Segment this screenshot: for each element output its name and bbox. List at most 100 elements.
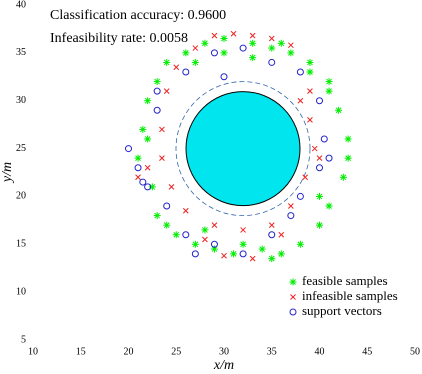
marker-stroke <box>316 155 323 161</box>
marker-stroke <box>163 202 171 210</box>
point <box>148 183 156 191</box>
point <box>268 255 276 263</box>
point <box>210 240 218 248</box>
point <box>191 240 199 248</box>
point <box>239 44 247 52</box>
marker-stroke <box>154 78 161 85</box>
point <box>278 231 285 238</box>
point <box>287 212 295 220</box>
marker-stroke <box>326 203 332 209</box>
point <box>344 135 352 143</box>
marker-stroke <box>316 222 323 228</box>
legend-label: infeasible samples <box>302 288 398 303</box>
marker-stroke <box>163 222 170 228</box>
marker-stroke <box>297 241 304 248</box>
marker-stroke <box>340 174 347 181</box>
marker-stroke <box>287 42 294 49</box>
marker-stroke <box>191 250 199 258</box>
legend-marker <box>289 308 297 316</box>
point <box>191 250 199 258</box>
x-tick-label: 10 <box>28 346 38 357</box>
marker-stroke <box>202 236 208 243</box>
marker-stroke <box>192 45 199 51</box>
point <box>182 49 190 57</box>
point <box>268 58 276 66</box>
marker-stroke <box>268 231 276 239</box>
point <box>320 135 328 143</box>
marker-stroke <box>259 246 266 252</box>
point <box>325 78 333 86</box>
point <box>144 164 151 171</box>
point <box>277 39 285 47</box>
marker-stroke <box>249 255 256 262</box>
point <box>296 68 304 76</box>
marker-stroke <box>192 241 199 248</box>
marker-stroke <box>249 54 256 61</box>
point <box>153 106 161 114</box>
point <box>211 222 218 228</box>
marker-stroke <box>296 192 304 200</box>
point <box>268 44 276 52</box>
point <box>201 39 209 47</box>
marker-stroke <box>182 68 190 76</box>
marker-stroke <box>297 97 304 104</box>
marker-stroke <box>221 50 227 56</box>
marker-stroke <box>302 174 309 181</box>
marker-stroke <box>335 107 342 114</box>
point <box>268 231 276 239</box>
point <box>339 173 347 181</box>
point <box>296 240 304 248</box>
point <box>230 30 237 37</box>
marker-stroke <box>211 32 218 39</box>
point <box>306 68 314 76</box>
marker-stroke <box>144 183 152 191</box>
marker-stroke <box>135 174 141 181</box>
x-tick-label: 45 <box>362 346 372 357</box>
point <box>249 39 257 47</box>
x-tick-label: 35 <box>267 346 277 357</box>
marker-stroke <box>287 212 295 220</box>
marker-stroke <box>221 35 227 42</box>
point <box>297 97 304 104</box>
legend-marker <box>290 294 296 300</box>
point <box>211 32 218 39</box>
marker-stroke <box>210 240 218 248</box>
point <box>296 192 304 200</box>
point <box>153 78 161 86</box>
marker-stroke <box>211 222 218 228</box>
marker-stroke <box>326 78 332 85</box>
point <box>230 250 238 258</box>
marker-stroke <box>163 88 170 94</box>
point <box>139 178 147 186</box>
point <box>239 250 247 258</box>
marker-stroke <box>307 69 313 75</box>
point <box>221 252 227 259</box>
point <box>191 58 199 66</box>
marker-stroke <box>182 231 190 239</box>
marker-stroke <box>149 184 156 190</box>
point <box>144 135 152 143</box>
point <box>302 174 309 181</box>
legend-label: feasible samples <box>302 273 388 288</box>
y-tick-label: 10 <box>16 286 26 297</box>
point <box>134 154 142 162</box>
x-tick-label: 50 <box>410 346 420 357</box>
y-axis-label: y/m <box>0 162 15 184</box>
x-tick-label: 15 <box>76 346 86 357</box>
marker-stroke <box>345 136 352 142</box>
marker-stroke <box>159 155 165 161</box>
marker-stroke <box>159 126 165 133</box>
y-tick-label: 5 <box>21 334 26 345</box>
point <box>159 155 165 161</box>
marker-stroke <box>290 279 296 285</box>
marker-stroke <box>139 126 146 133</box>
x-tick-label: 25 <box>171 346 181 357</box>
x-tick-label: 30 <box>219 346 229 357</box>
marker-stroke <box>316 97 323 105</box>
marker-stroke <box>153 106 161 114</box>
marker-stroke <box>182 207 189 214</box>
y-tick-label: 35 <box>16 47 26 58</box>
marker-stroke <box>287 203 294 209</box>
marker-stroke <box>345 155 352 161</box>
marker-stroke <box>278 251 285 257</box>
